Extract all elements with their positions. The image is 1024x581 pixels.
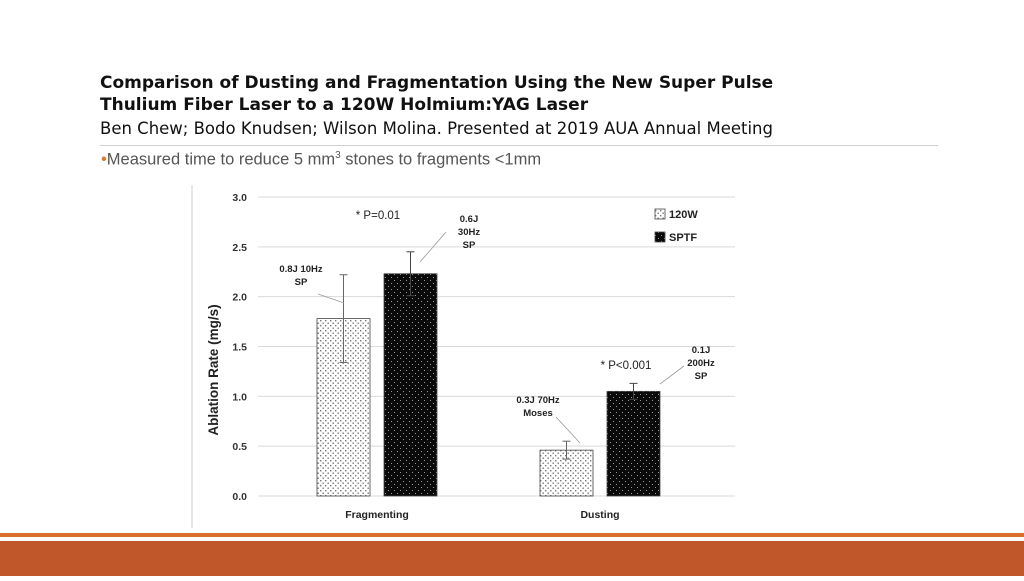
bar-sptf-dusting <box>606 390 661 497</box>
annotation-dust-120w: Moses <box>523 408 553 419</box>
bullet-item: •Measured time to reduce 5 mm3 stones to… <box>101 150 541 170</box>
bar-sptf-fragmenting <box>383 273 438 497</box>
slide-title-block: Comparison of Dusting and Fragmentation … <box>100 72 960 140</box>
annotation-leader-line <box>659 365 685 385</box>
slide-authors: Ben Chew; Bodo Knudsen; Wilson Molina. P… <box>100 119 773 138</box>
footer-accent-line <box>0 533 1024 537</box>
annotation-leader-line <box>419 231 447 263</box>
slide-title-line-1: Comparison of Dusting and Fragmentation … <box>100 73 774 93</box>
annotation-frag-120w: SP <box>295 277 308 288</box>
annotation-frag-sptf: 30Hz <box>458 227 480 238</box>
annotation-frag-sptf: 0.6J <box>460 214 479 225</box>
x-category-label: Dusting <box>580 509 619 521</box>
y-tick-label: 2.5 <box>232 242 247 254</box>
y-tick-label: 1.0 <box>232 391 247 403</box>
annotation-frag-120w: 0.8J 10Hz <box>279 264 323 275</box>
legend-label: 120W <box>669 209 698 221</box>
x-category-label: Fragmenting <box>345 509 409 521</box>
bullet-superscript: 3 <box>335 150 341 161</box>
bullet-text-pre: Measured time to reduce 5 mm <box>106 150 336 169</box>
annotation-leader-line <box>555 416 581 444</box>
footer-band <box>0 541 1024 576</box>
bullet-text-post: stones to fragments <1mm <box>340 150 542 169</box>
annotation-dust-sptf: 200Hz <box>687 358 715 369</box>
bullet-dot: • <box>101 150 107 169</box>
annotation-leader-line <box>317 293 345 304</box>
y-tick-label: 0.0 <box>232 491 247 503</box>
legend-label: SPTF <box>669 232 697 244</box>
annotation-dust-sptf: SP <box>695 371 708 382</box>
y-tick-label: 1.5 <box>232 342 247 354</box>
y-axis-label: Ablation Rate (mg/s) <box>206 304 221 435</box>
legend-swatch <box>654 208 666 220</box>
legend-swatch <box>654 231 666 243</box>
significance-fragmenting: * P=0.01 <box>356 210 400 222</box>
annotation-frag-sptf: SP <box>463 240 476 251</box>
slide-title-line-2: Thulium Fiber Laser to a 120W Holmium:YA… <box>100 95 589 115</box>
title-divider <box>100 145 938 146</box>
y-tick-label: 0.5 <box>232 441 247 453</box>
y-tick-label: 3.0 <box>232 192 247 204</box>
significance-dusting: * P<0.001 <box>601 360 652 372</box>
annotation-dust-sptf: 0.1J <box>692 345 711 356</box>
annotation-dust-120w: 0.3J 70Hz <box>516 395 560 406</box>
y-tick-label: 2.0 <box>232 292 247 304</box>
